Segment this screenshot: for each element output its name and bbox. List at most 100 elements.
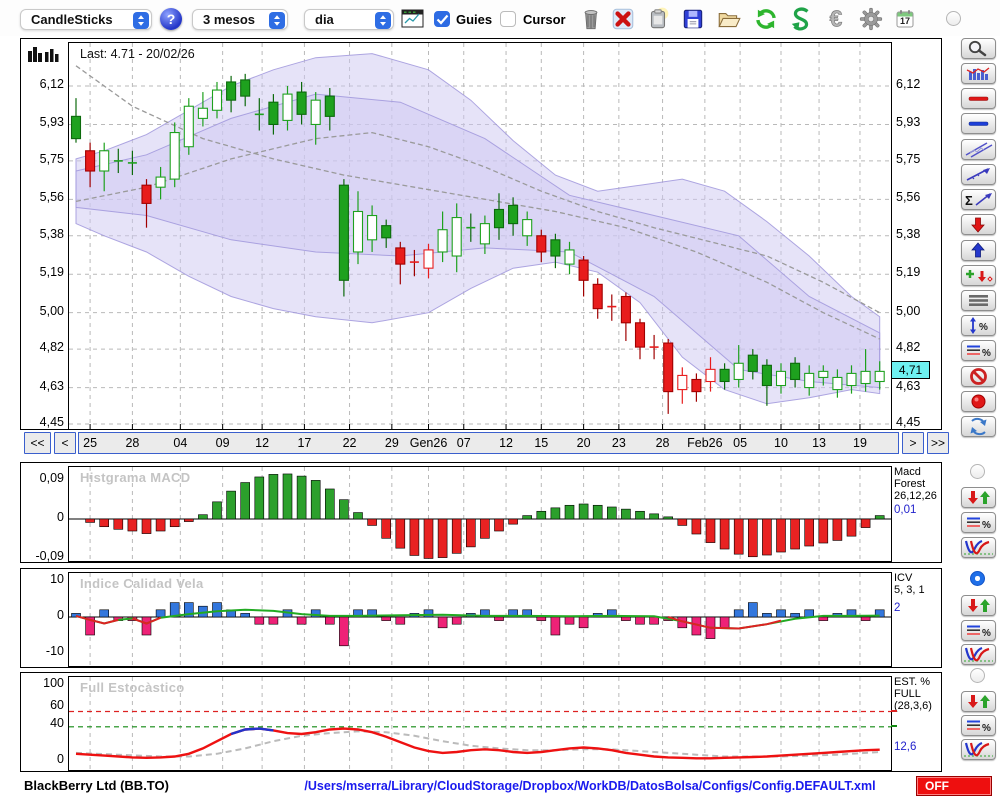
tool-indicators-button[interactable] — [961, 63, 996, 84]
price-plot[interactable] — [68, 42, 892, 430]
date-axis-label: 25 — [83, 436, 98, 450]
macd-select-radio[interactable] — [970, 464, 985, 479]
stoch-curve-button[interactable] — [961, 739, 996, 760]
tool-levels-percent-button[interactable]: % — [961, 340, 996, 361]
tool-zoom-button[interactable] — [961, 38, 996, 59]
config-path-label: /Users/mserra/Library/CloudStorage/Dropb… — [304, 779, 876, 793]
price-axis-label: 5,00 — [39, 303, 64, 318]
open-folder-icon — [718, 13, 741, 28]
tool-disable-button[interactable] — [961, 366, 996, 387]
tool-measure-percent-button[interactable]: % — [961, 315, 996, 336]
down-up-arrows-icon — [968, 491, 990, 504]
guies-checkbox[interactable] — [434, 11, 450, 27]
icv-plot[interactable] — [68, 572, 892, 667]
icv-levels-percent-button[interactable]: % — [961, 620, 996, 641]
macd-curve-button[interactable] — [961, 537, 996, 558]
period-select[interactable]: 3 mesos — [192, 9, 288, 30]
macd-levels-percent-button[interactable]: % — [961, 512, 996, 533]
macd-axis-label: 0,09 — [39, 471, 64, 486]
price-axis-label: 5,19 — [896, 265, 921, 280]
price-axis-label: 5,00 — [896, 303, 921, 318]
tool-regression-button[interactable]: Σ — [961, 189, 996, 210]
date-axis-label: 15 — [534, 436, 549, 450]
off-toggle-button[interactable]: OFF — [916, 776, 992, 796]
stoch-levels-percent-button[interactable]: % — [961, 715, 996, 736]
macd-plot[interactable] — [68, 466, 892, 562]
svg-text:%: % — [982, 520, 991, 531]
levels-percent-icon: % — [967, 345, 991, 359]
icv-select-radio[interactable] — [970, 571, 985, 586]
help-button[interactable]: ? — [160, 8, 182, 30]
cursor-checkbox[interactable] — [500, 11, 516, 27]
interval-select[interactable]: dia — [304, 9, 394, 30]
date-axis-label: 04 — [173, 436, 188, 450]
nav-last-button[interactable]: >> — [927, 432, 949, 454]
stoch-signal-arrows-button[interactable] — [961, 691, 996, 712]
nav-next-button[interactable]: > — [902, 432, 924, 454]
tool-add-signal-button[interactable] — [961, 265, 996, 286]
macd-signal-arrows-button[interactable] — [961, 487, 996, 508]
euro-button[interactable]: € — [823, 5, 849, 32]
channel-icon — [965, 142, 993, 158]
refresh-button[interactable] — [753, 6, 779, 32]
interval-value: dia — [315, 12, 334, 27]
dropdown-stepper-icon — [133, 11, 149, 29]
open-button[interactable] — [715, 6, 741, 32]
stoch-axis-label: 0 — [57, 752, 64, 766]
price-axis-label: 5,38 — [39, 226, 64, 241]
date-axis-label: 13 — [812, 436, 827, 450]
price-axis-label: 5,56 — [896, 190, 921, 205]
tool-reload-button[interactable] — [961, 416, 996, 437]
price-axis-label: 5,38 — [896, 226, 921, 241]
levels-percent-icon: % — [967, 517, 991, 531]
tool-trendline-button[interactable] — [961, 164, 996, 185]
indicator-chart-icon — [966, 67, 990, 80]
price-axis-label: 5,75 — [39, 151, 64, 166]
tool-list-button[interactable] — [961, 290, 996, 311]
save-button[interactable] — [680, 6, 706, 32]
record-dot-icon — [971, 394, 986, 409]
swap-arrows-icon — [970, 417, 987, 436]
stoch-plot[interactable] — [68, 676, 892, 771]
paste-button[interactable] — [645, 6, 671, 32]
price-axis-label: 4,63 — [39, 378, 64, 393]
dropdown-stepper-icon — [375, 11, 391, 29]
tool-blue-line-button[interactable] — [961, 113, 996, 134]
red-line-icon — [968, 96, 989, 101]
calendar-button[interactable]: 17 — [893, 6, 919, 32]
period-value: 3 mesos — [203, 12, 256, 27]
save-floppy-icon — [683, 9, 703, 29]
stoch-axis-label: 100 — [43, 676, 64, 690]
overbought-mark — [891, 710, 897, 712]
price-axis-label: 4,63 — [896, 378, 921, 393]
price-axis-label: 4,82 — [896, 340, 921, 355]
nav-first-button[interactable]: << — [24, 432, 51, 454]
cursor-label: Cursor — [523, 12, 566, 27]
chart-config-button[interactable] — [401, 9, 427, 35]
icv-value: 2 — [894, 602, 901, 614]
tool-arrow-up-button[interactable] — [961, 240, 996, 261]
main-panel-radio[interactable] — [946, 11, 961, 26]
tool-red-line-button[interactable] — [961, 88, 996, 109]
date-axis-label: 19 — [853, 436, 867, 450]
date-axis[interactable]: 25 28 04 09 12 17 22 29 Gen26 07 12 15 20 23 28 Feb26 05… — [78, 432, 899, 454]
price-axis-label: 5,75 — [896, 151, 921, 166]
tool-record-button[interactable] — [961, 391, 996, 412]
levels-percent-icon: % — [967, 720, 991, 734]
date-axis-label: Gen26 — [409, 436, 448, 450]
sigma-trend-icon: Σ — [965, 193, 992, 208]
settings-button[interactable] — [858, 6, 884, 32]
icv-title: Indice Calidad Vela — [80, 576, 204, 591]
svg-text:€: € — [830, 6, 843, 32]
chart-type-select[interactable]: CandleSticks — [20, 9, 152, 30]
icv-signal-arrows-button[interactable] — [961, 595, 996, 616]
list-lines-icon — [969, 295, 988, 306]
tool-channel-button[interactable] — [961, 139, 996, 160]
trash-button[interactable] — [578, 6, 604, 32]
stoch-select-radio[interactable] — [970, 668, 985, 683]
nav-prev-button[interactable]: < — [54, 432, 76, 454]
tool-arrow-down-button[interactable] — [961, 214, 996, 235]
sync-button[interactable] — [788, 6, 814, 32]
delete-button[interactable] — [610, 6, 636, 32]
icv-curve-button[interactable] — [961, 644, 996, 665]
